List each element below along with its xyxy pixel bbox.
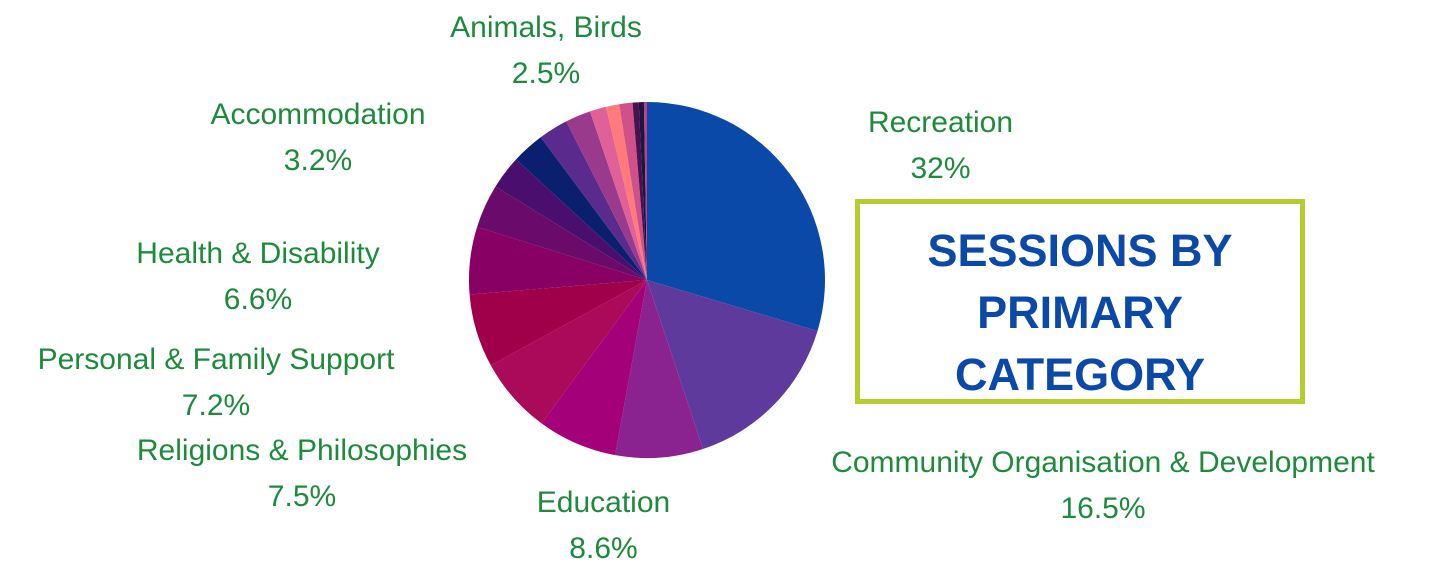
pie-slice-accommodation <box>516 137 647 280</box>
pie-slice-recreation <box>647 102 825 332</box>
pie-slice-7 <box>477 186 647 280</box>
label-percent: 8.6% <box>569 532 638 565</box>
label-education: Education 8.6% <box>526 480 681 572</box>
pie-slice-education <box>615 280 703 459</box>
pie-slice-13 <box>605 104 647 280</box>
label-name: Accommodation <box>210 98 426 131</box>
pie-slice-3 <box>541 280 647 456</box>
label-health-disability: Health & Disability 6.6% <box>118 231 398 323</box>
label-animals-birds: Animals, Birds 2.5% <box>437 5 655 97</box>
label-percent: 7.5% <box>267 480 337 513</box>
pie-slice-religions-philosophies <box>490 280 647 424</box>
pie-slice-community-organisation-development <box>647 280 818 449</box>
label-percent: 7.2% <box>181 389 251 422</box>
label-name: Education <box>536 486 671 519</box>
label-name: Personal & Family Support <box>37 343 395 376</box>
pie-slice-animals-birds <box>566 111 647 280</box>
label-percent: 2.5% <box>511 57 581 90</box>
label-name: Health & Disability <box>136 237 380 270</box>
pie-slice-12 <box>590 106 647 280</box>
label-percent: 3.2% <box>283 144 353 177</box>
chart-title: SESSIONS BY PRIMARY CATEGORY <box>927 225 1233 400</box>
label-recreation: Recreation 32% <box>857 100 1024 192</box>
pie-slice-15 <box>632 102 647 280</box>
label-percent: 32% <box>910 152 971 185</box>
label-personal-family-support: Personal & Family Support 7.2% <box>10 337 422 429</box>
label-percent: 16.5% <box>1060 492 1146 525</box>
label-religions-philosophies: Religions & Philosophies 7.5% <box>112 428 492 520</box>
label-name: Community Organisation & Development <box>831 446 1375 479</box>
pie-slice-10 <box>540 121 647 281</box>
pie-slice-14 <box>619 102 647 280</box>
label-name: Religions & Philosophies <box>136 434 468 467</box>
pie-slice-personal-family-support <box>469 280 647 366</box>
chart-title-box: SESSIONS BY PRIMARY CATEGORY <box>855 199 1305 404</box>
label-accommodation: Accommodation 3.2% <box>193 92 443 184</box>
label-name: Animals, Birds <box>450 11 642 44</box>
pie-slice-health-disability <box>468 226 647 295</box>
label-name: Recreation <box>867 106 1014 139</box>
pie-slice-8 <box>495 159 647 280</box>
pie-slice-16 <box>638 102 647 280</box>
label-community-organisation-development: Community Organisation & Development 16.… <box>790 440 1416 532</box>
pie-slice-17 <box>643 102 647 280</box>
label-percent: 6.6% <box>223 283 293 316</box>
